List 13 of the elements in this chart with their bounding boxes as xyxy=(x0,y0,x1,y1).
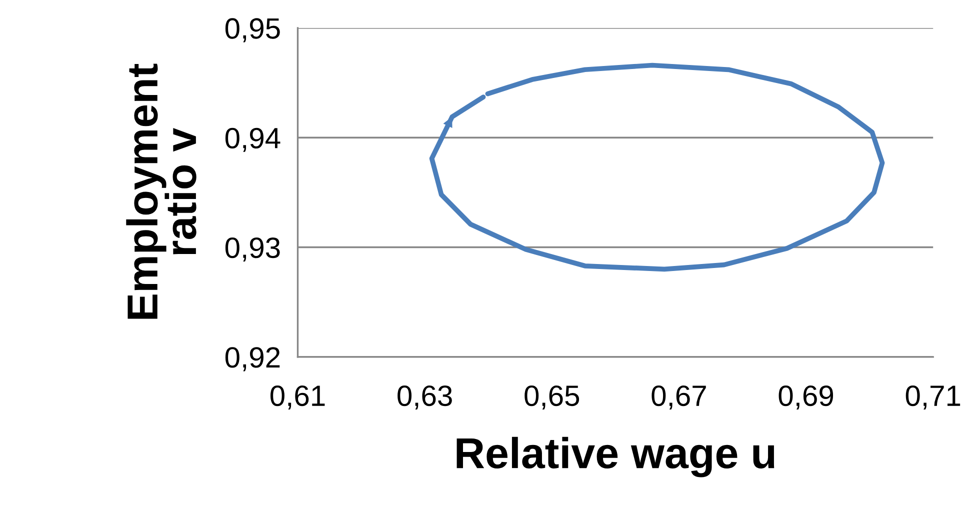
x-tick-label: 0,67 xyxy=(652,385,706,410)
y-tick-label: 0,92 xyxy=(225,347,280,372)
line-series xyxy=(429,62,885,272)
y-tick-label: 0,94 xyxy=(225,128,280,152)
x-tick-label: 0,69 xyxy=(778,385,834,410)
x-tick-label: 0,65 xyxy=(524,385,580,410)
x-tick-label: 0,71 xyxy=(906,385,960,410)
y-tick-label: 0,95 xyxy=(225,18,280,42)
x-tick-label: 0,63 xyxy=(398,385,452,410)
y-axis-title: Employment ratio v xyxy=(126,64,196,319)
x-axis-title: Relative wage u xyxy=(456,436,774,478)
y-tick-label: 0,93 xyxy=(225,237,280,262)
x-tick-label: 0,61 xyxy=(270,385,325,410)
